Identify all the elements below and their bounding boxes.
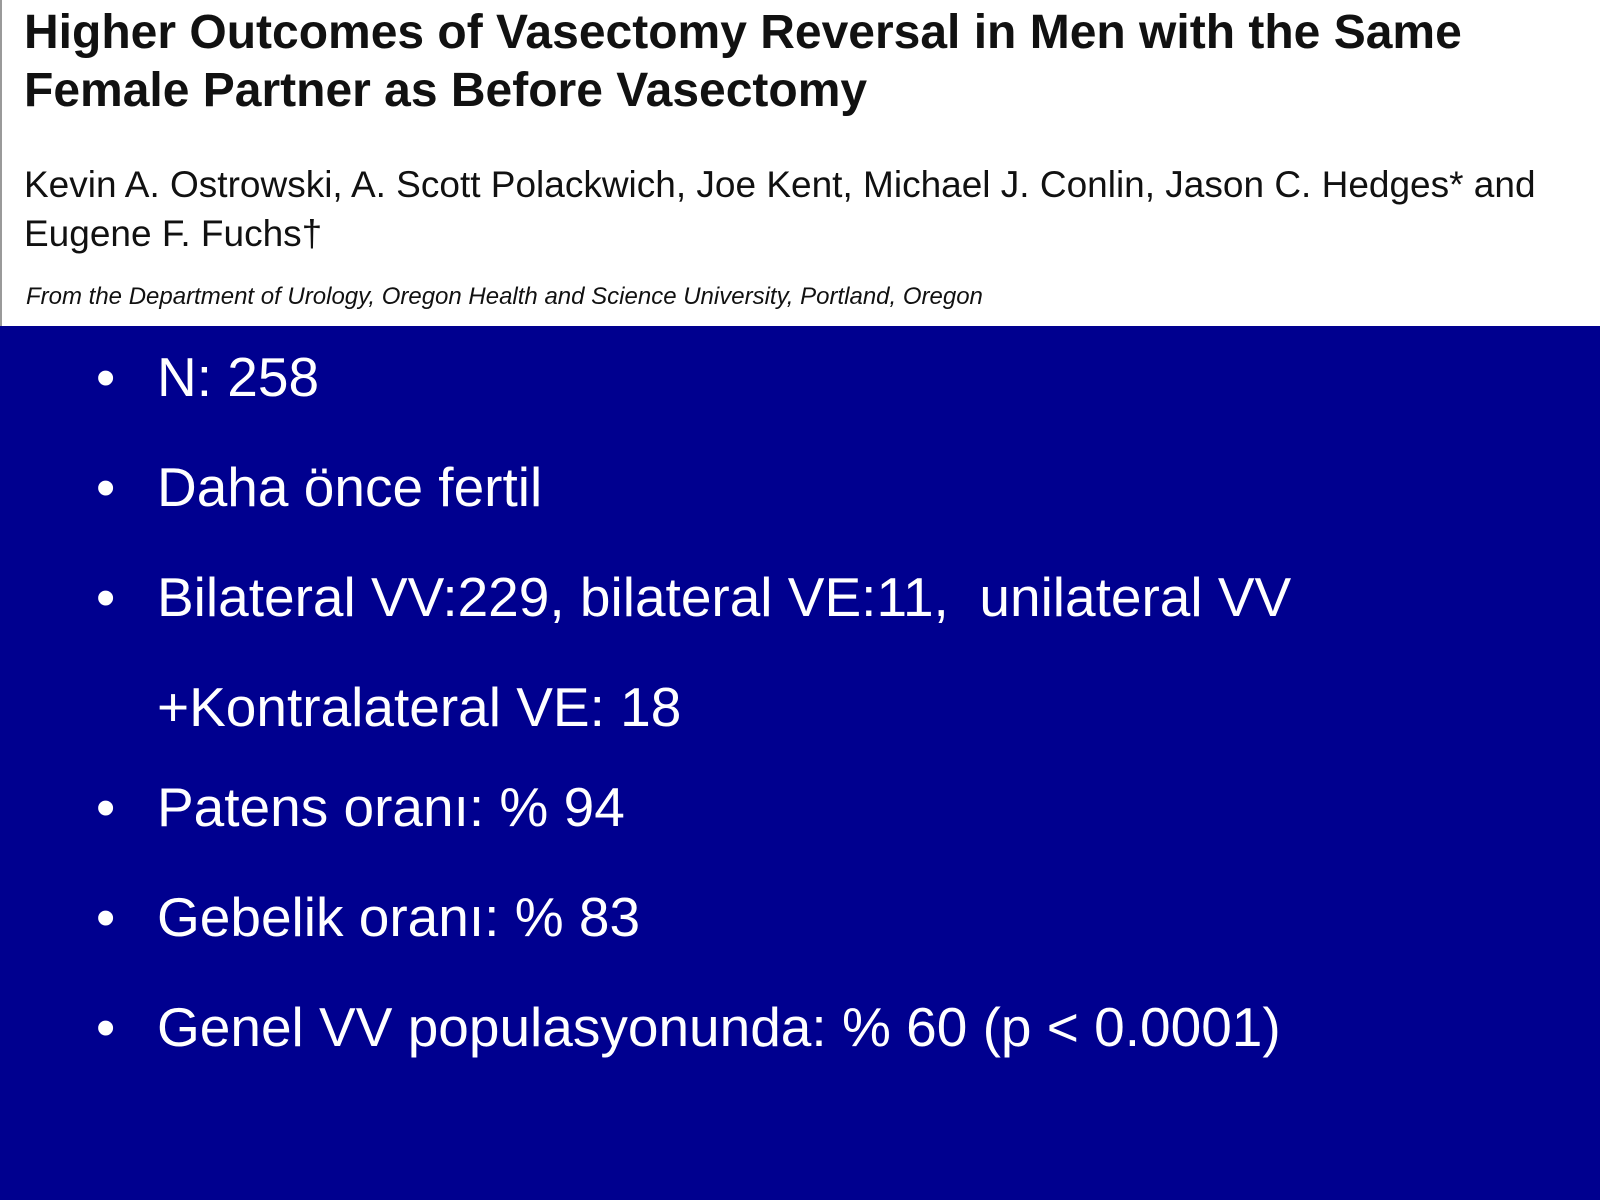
paper-title: Higher Outcomes of Vasectomy Reversal in…	[24, 6, 1462, 117]
bullet-dot-icon: •	[96, 776, 116, 838]
paper-header: Higher Outcomes of Vasectomy Reversal in…	[0, 0, 1600, 326]
bullet-dot-icon: •	[96, 996, 116, 1058]
bullet-dot-icon: •	[96, 456, 116, 518]
bullet-item-previous-fertility: • Daha önce fertil	[96, 432, 1516, 542]
bullet-text: Daha önce fertil	[157, 456, 543, 518]
bullet-item-pregnancy-rate: • Gebelik oranı: % 83	[96, 862, 1516, 972]
bullet-dot-icon: •	[96, 346, 116, 408]
bullet-text: Gebelik oranı: % 83	[157, 886, 641, 948]
bullet-text: Bilateral VV:229, bilateral VE:11, unila…	[157, 566, 1307, 738]
bullet-item-procedures: • Bilateral VV:229, bilateral VE:11, uni…	[96, 542, 1396, 762]
paper-affiliation: From the Department of Urology, Oregon H…	[26, 283, 983, 310]
bullet-item-general-population: • Genel VV populasyonunda: % 60 (p < 0.0…	[96, 972, 1516, 1082]
bullet-text: N: 258	[157, 346, 320, 408]
paper-authors: Kevin A. Ostrowski, A. Scott Polackwich,…	[24, 164, 1536, 254]
bullet-dot-icon: •	[96, 566, 116, 628]
bullet-item-sample-size: • N: 258	[96, 322, 1516, 432]
bullet-text: Patens oranı: % 94	[157, 776, 625, 838]
bullet-dot-icon: •	[96, 886, 116, 948]
bullet-text: Genel VV populasyonunda: % 60 (p < 0.000…	[157, 996, 1281, 1058]
bullet-item-patency-rate: • Patens oranı: % 94	[96, 752, 1516, 862]
